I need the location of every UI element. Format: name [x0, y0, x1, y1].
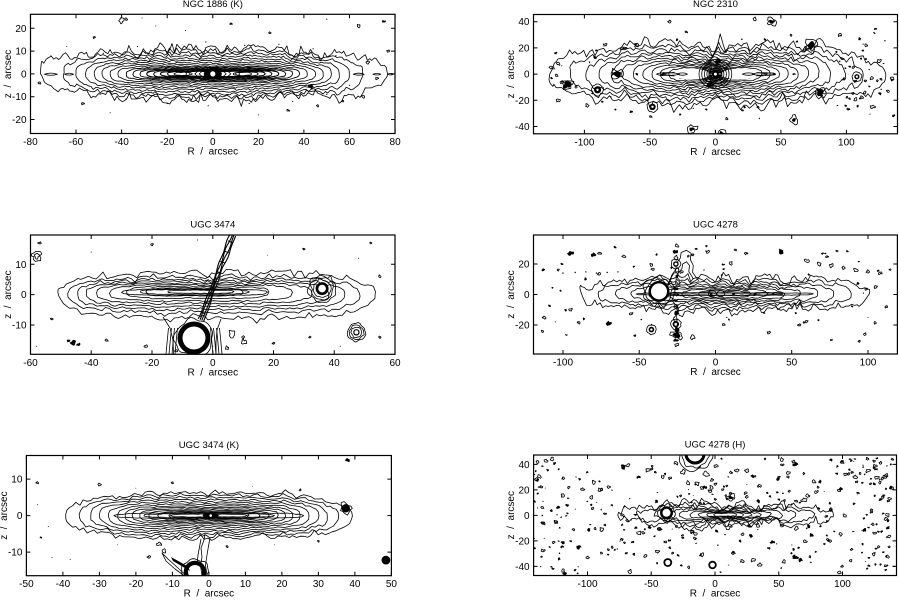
- svg-text:-50: -50: [632, 358, 647, 369]
- svg-text:-100: -100: [577, 579, 597, 590]
- svg-text:40: 40: [298, 137, 310, 148]
- svg-text:UGC 4278: UGC 4278: [693, 220, 738, 231]
- svg-text:-10: -10: [165, 579, 180, 590]
- svg-text:-100: -100: [574, 137, 594, 148]
- svg-text:100: 100: [838, 137, 855, 148]
- svg-text:0: 0: [206, 579, 212, 590]
- svg-text:0: 0: [524, 511, 530, 522]
- svg-text:-20: -20: [515, 536, 530, 547]
- svg-text:100: 100: [860, 358, 877, 369]
- svg-text:-20: -20: [129, 579, 144, 590]
- svg-text:10: 10: [11, 475, 23, 486]
- svg-text:-50: -50: [644, 579, 659, 590]
- svg-text:10: 10: [15, 47, 27, 58]
- svg-text:40: 40: [349, 579, 361, 590]
- svg-text:UGC 3474 (K): UGC 3474 (K): [179, 440, 239, 451]
- svg-text:NGC 2310: NGC 2310: [693, 0, 738, 10]
- svg-text:40: 40: [518, 460, 530, 471]
- svg-text:-20: -20: [145, 358, 160, 369]
- svg-text:60: 60: [389, 358, 401, 369]
- svg-text:z / arcsec: z / arcsec: [506, 491, 517, 539]
- svg-text:50: 50: [386, 579, 398, 590]
- svg-text:R / arcsec: R / arcsec: [690, 589, 741, 600]
- svg-text:0: 0: [17, 511, 23, 522]
- svg-text:0: 0: [210, 358, 216, 369]
- svg-text:10: 10: [15, 260, 27, 271]
- svg-text:R / arcsec: R / arcsec: [184, 589, 235, 599]
- svg-text:10: 10: [240, 579, 252, 590]
- svg-text:0: 0: [524, 70, 530, 81]
- svg-text:50: 50: [786, 358, 798, 369]
- svg-text:z / arcsec: z / arcsec: [506, 270, 517, 318]
- svg-text:40: 40: [518, 17, 530, 28]
- svg-text:z / arcsec: z / arcsec: [3, 50, 14, 98]
- svg-text:-50: -50: [19, 579, 34, 590]
- svg-text:z / arcsec: z / arcsec: [3, 270, 14, 318]
- svg-text:20: 20: [15, 24, 27, 35]
- svg-text:-40: -40: [515, 562, 530, 573]
- svg-text:20: 20: [518, 260, 530, 271]
- svg-text:UGC 3474: UGC 3474: [190, 220, 235, 231]
- svg-text:R / arcsec: R / arcsec: [188, 147, 239, 158]
- svg-text:R / arcsec: R / arcsec: [690, 147, 741, 158]
- svg-text:-50: -50: [643, 137, 658, 148]
- svg-text:UGC 4278 (H): UGC 4278 (H): [685, 440, 746, 451]
- svg-text:60: 60: [344, 137, 356, 148]
- svg-text:z / arcsec: z / arcsec: [0, 491, 10, 539]
- svg-text:z / arcsec: z / arcsec: [506, 50, 517, 98]
- svg-text:-40: -40: [56, 579, 71, 590]
- svg-text:20: 20: [518, 43, 530, 54]
- svg-text:R / arcsec: R / arcsec: [188, 367, 239, 378]
- svg-text:0: 0: [21, 69, 27, 80]
- svg-text:-10: -10: [12, 321, 27, 332]
- svg-text:-60: -60: [23, 358, 38, 369]
- svg-text:50: 50: [775, 137, 787, 148]
- svg-text:50: 50: [773, 579, 785, 590]
- svg-text:100: 100: [834, 579, 851, 590]
- svg-text:-40: -40: [515, 122, 530, 133]
- svg-text:20: 20: [276, 579, 288, 590]
- svg-text:20: 20: [253, 137, 265, 148]
- svg-text:20: 20: [268, 358, 280, 369]
- svg-text:20: 20: [518, 485, 530, 496]
- svg-text:-20: -20: [515, 96, 530, 107]
- svg-text:-80: -80: [23, 137, 38, 148]
- svg-text:0: 0: [712, 579, 718, 590]
- svg-text:-10: -10: [8, 548, 23, 559]
- svg-text:-40: -40: [114, 137, 129, 148]
- svg-text:-20: -20: [160, 137, 175, 148]
- svg-text:0: 0: [713, 358, 719, 369]
- svg-text:-20: -20: [12, 115, 27, 126]
- svg-text:30: 30: [313, 579, 325, 590]
- svg-text:-100: -100: [553, 358, 573, 369]
- svg-text:0: 0: [21, 290, 27, 301]
- svg-text:-30: -30: [92, 579, 107, 590]
- svg-text:0: 0: [524, 290, 530, 301]
- svg-text:-10: -10: [12, 92, 27, 103]
- svg-text:0: 0: [210, 137, 216, 148]
- svg-text:40: 40: [329, 358, 341, 369]
- svg-text:-40: -40: [84, 358, 99, 369]
- svg-text:-20: -20: [515, 321, 530, 332]
- svg-text:NGC 1886 (K): NGC 1886 (K): [183, 0, 243, 10]
- svg-text:80: 80: [390, 137, 402, 148]
- svg-text:R / arcsec: R / arcsec: [690, 367, 741, 378]
- svg-text:0: 0: [713, 137, 719, 148]
- svg-text:-60: -60: [69, 137, 84, 148]
